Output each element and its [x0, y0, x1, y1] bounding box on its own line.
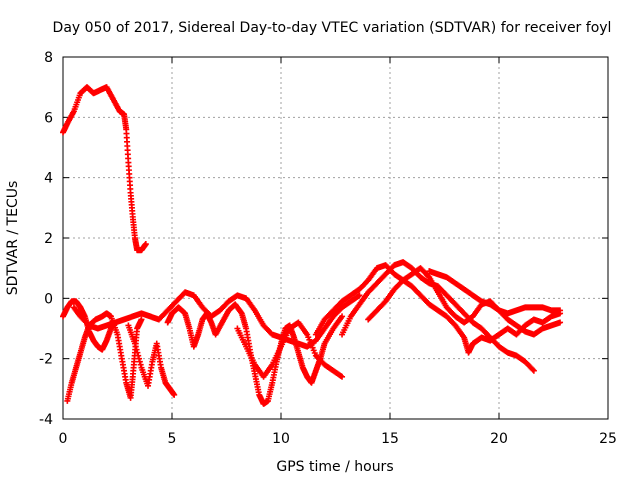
y-tick-label: 2 [44, 231, 53, 247]
series-arc-11 [426, 268, 564, 317]
data-point [356, 292, 363, 299]
x-tick-label: 10 [272, 431, 290, 447]
data-point [137, 361, 144, 368]
data-point [171, 391, 178, 398]
data-point [530, 367, 537, 374]
x-tick-label: 0 [59, 431, 68, 447]
data-point [138, 316, 145, 323]
data-point [134, 349, 141, 356]
series-arc-10 [365, 277, 564, 356]
data-point [133, 346, 140, 353]
data-point [136, 358, 143, 365]
data-point [132, 343, 139, 350]
series-arc-7 [234, 319, 346, 380]
data-point [142, 241, 149, 248]
data-point [557, 307, 564, 314]
series-arc-2 [60, 298, 119, 353]
data-point [339, 373, 346, 380]
y-tick-label: 4 [44, 171, 53, 187]
y-tick-label: 0 [44, 291, 53, 307]
plot-frame [62, 56, 609, 420]
data-point [557, 319, 564, 326]
series-arc-3 [64, 310, 145, 404]
data-point [529, 366, 536, 373]
y-tick-label: -2 [39, 352, 53, 368]
data-points [60, 84, 564, 407]
y-axis-label: SDTVAR / TECUs [5, 181, 21, 296]
x-tick-label: 15 [381, 431, 399, 447]
data-point [237, 309, 244, 316]
data-point [131, 340, 138, 347]
y-tick-label: 8 [44, 50, 53, 66]
series-arc-5 [125, 322, 178, 398]
series-arc-6 [164, 301, 346, 407]
x-axis-label: GPS time / hours [276, 459, 393, 475]
data-point [339, 313, 346, 320]
data-point [136, 355, 143, 362]
data-point [135, 352, 142, 359]
x-tick-label: 20 [490, 431, 508, 447]
series-arc-1 [60, 84, 149, 254]
x-tick-label: 5 [168, 431, 177, 447]
data-point [425, 273, 432, 280]
chart-title: Day 050 of 2017, Sidereal Day-to-day VTE… [53, 20, 612, 36]
y-tick-label: -4 [39, 412, 53, 428]
y-tick-label: 6 [44, 110, 53, 126]
x-tick-label: 25 [599, 431, 617, 447]
